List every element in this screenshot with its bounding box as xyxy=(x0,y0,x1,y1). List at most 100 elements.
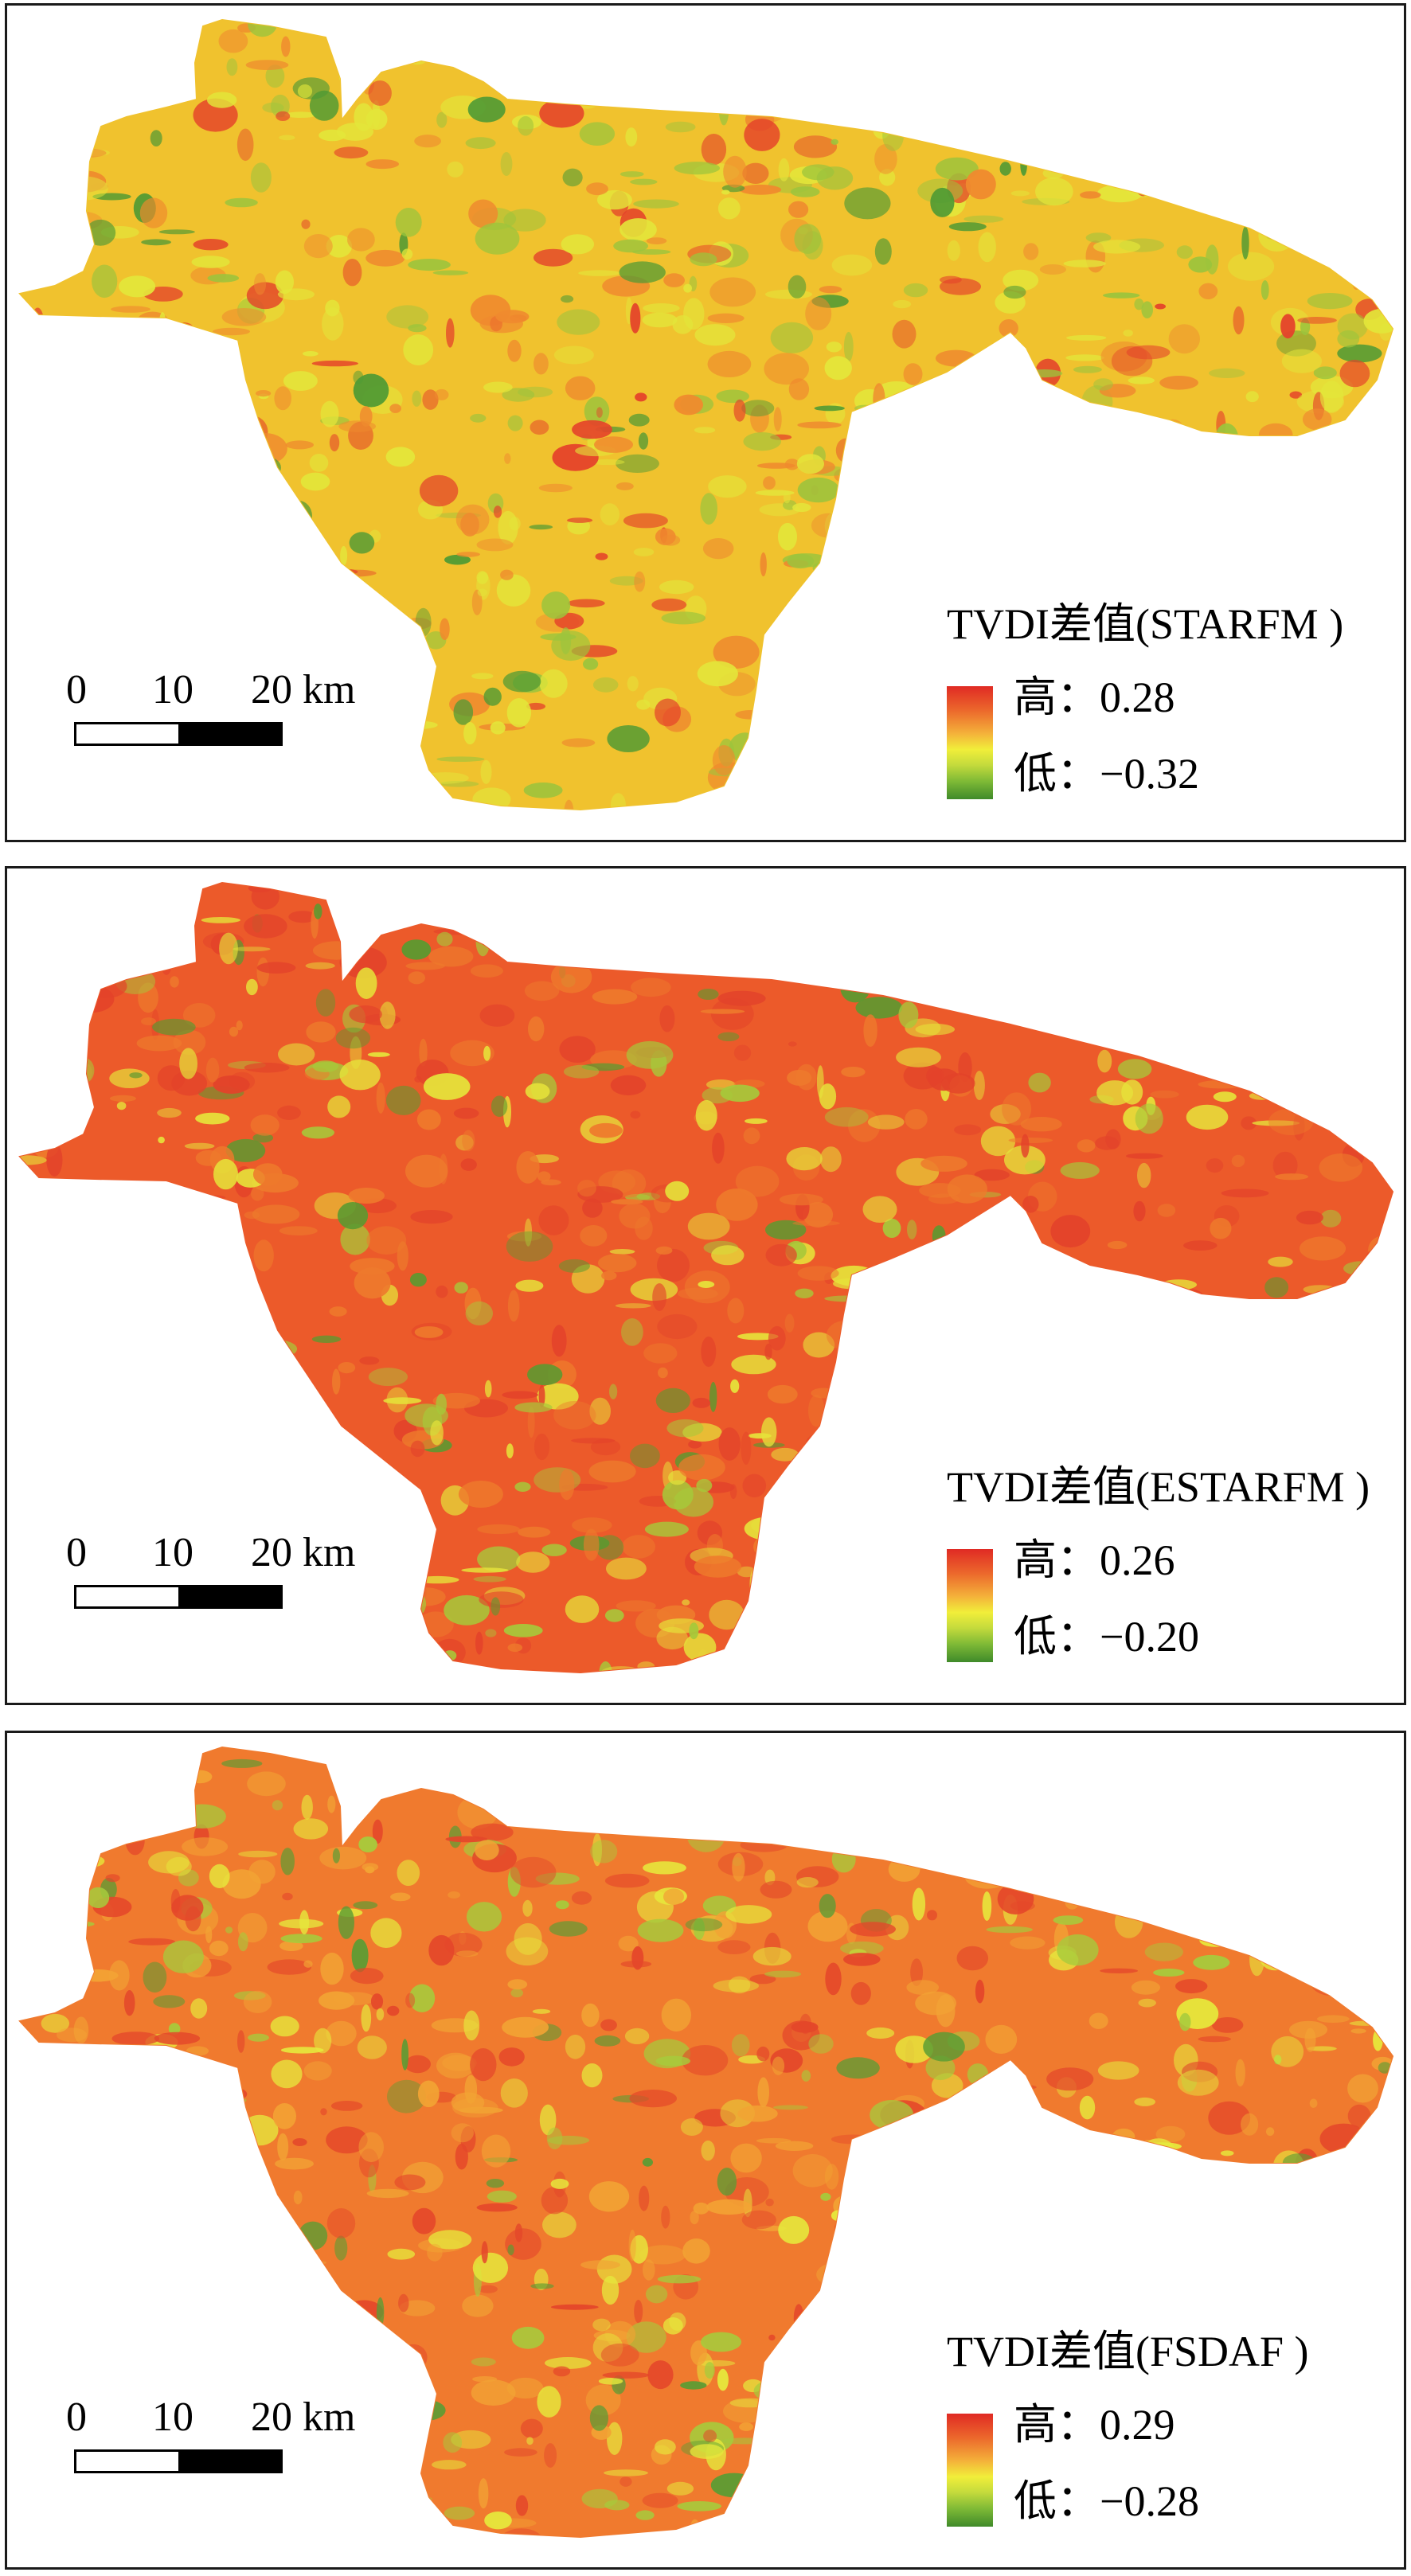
raster-patch xyxy=(1262,490,1281,499)
raster-patch xyxy=(1168,2153,1186,2172)
raster-patch xyxy=(1358,890,1384,913)
raster-patch xyxy=(861,1560,904,1590)
raster-patch xyxy=(1002,1747,1010,1752)
raster-patch xyxy=(342,259,362,287)
raster-patch xyxy=(771,1447,799,1462)
raster-patch xyxy=(493,505,502,518)
raster-patch xyxy=(616,84,627,103)
raster-patch xyxy=(252,1133,274,1143)
raster-patch xyxy=(814,405,845,412)
raster-patch xyxy=(1379,1831,1393,1843)
raster-patch xyxy=(293,1654,332,1665)
raster-patch xyxy=(472,2376,498,2383)
raster-patch xyxy=(303,1960,313,1968)
raster-patch xyxy=(1174,1289,1206,1315)
raster-patch xyxy=(561,234,595,255)
raster-patch xyxy=(1027,1818,1065,1840)
raster-patch xyxy=(623,513,668,529)
raster-patch xyxy=(558,1259,591,1273)
raster-patch xyxy=(303,234,333,259)
raster-patch xyxy=(73,474,115,487)
raster-patch xyxy=(616,1600,656,1612)
raster-patch xyxy=(1150,1090,1179,1099)
raster-patch xyxy=(803,1202,834,1228)
raster-patch xyxy=(840,974,870,1003)
raster-patch xyxy=(207,2145,230,2176)
raster-patch xyxy=(301,219,311,229)
raster-patch xyxy=(904,476,920,486)
raster-patch xyxy=(268,2367,285,2397)
raster-patch xyxy=(534,353,549,375)
raster-patch xyxy=(514,1402,553,1413)
raster-patch xyxy=(1240,175,1276,183)
raster-patch xyxy=(1343,1063,1380,1078)
raster-patch xyxy=(168,2023,181,2035)
raster-patch xyxy=(1112,1823,1128,1852)
raster-patch xyxy=(78,973,126,979)
raster-patch xyxy=(1365,275,1393,294)
raster-patch xyxy=(622,1535,655,1559)
raster-patch xyxy=(276,111,291,121)
raster-patch xyxy=(959,1366,992,1392)
raster-patch xyxy=(353,370,364,384)
raster-patch xyxy=(428,2230,472,2250)
raster-patch xyxy=(46,1413,82,1440)
raster-patch xyxy=(190,361,213,393)
raster-patch xyxy=(390,1892,411,1902)
raster-patch xyxy=(337,623,345,655)
raster-patch xyxy=(275,2157,314,2170)
raster-patch xyxy=(1297,1294,1335,1318)
raster-patch xyxy=(498,2528,545,2537)
raster-patch xyxy=(793,135,838,158)
raster-patch xyxy=(800,2384,830,2399)
raster-patch xyxy=(403,334,434,365)
raster-patch xyxy=(368,80,392,106)
raster-patch xyxy=(52,2071,85,2087)
raster-patch xyxy=(1276,2203,1285,2208)
raster-patch xyxy=(354,103,374,131)
raster-patch xyxy=(1008,1138,1053,1143)
raster-patch xyxy=(297,84,313,99)
raster-patch xyxy=(64,486,84,501)
raster-patch xyxy=(928,1619,946,1626)
raster-patch xyxy=(1045,119,1081,139)
raster-patch xyxy=(1378,1430,1393,1438)
raster-patch xyxy=(20,1063,48,1083)
raster-patch xyxy=(928,969,937,980)
raster-patch xyxy=(31,999,57,1005)
raster-patch xyxy=(141,1017,156,1025)
raster-patch xyxy=(130,960,172,971)
raster-patch xyxy=(1265,2127,1275,2137)
raster-patch xyxy=(901,1385,920,1416)
raster-patch xyxy=(1348,2195,1356,2206)
raster-patch xyxy=(897,1747,927,1752)
raster-patch xyxy=(924,642,940,669)
raster-patch xyxy=(1377,42,1386,53)
raster-patch xyxy=(930,513,943,523)
raster-patch xyxy=(790,1523,799,1553)
raster-patch xyxy=(252,1204,300,1224)
raster-patch xyxy=(42,1662,61,1672)
raster-patch xyxy=(506,698,532,728)
raster-patch xyxy=(444,2506,475,2520)
legend-low-row: 低：−0.20 xyxy=(1014,1611,1199,1662)
raster-patch xyxy=(240,2114,279,2146)
raster-patch xyxy=(347,228,375,252)
raster-patch xyxy=(834,20,869,25)
raster-patch xyxy=(63,77,84,96)
raster-patch xyxy=(631,1946,644,1970)
raster-patch xyxy=(568,599,605,608)
raster-patch xyxy=(1085,933,1098,941)
raster-patch xyxy=(537,1171,551,1182)
raster-patch xyxy=(92,1290,116,1298)
raster-patch xyxy=(87,1887,110,1908)
raster-patch xyxy=(475,222,520,255)
raster-patch xyxy=(1310,1967,1354,1996)
raster-patch xyxy=(918,1345,940,1352)
raster-patch xyxy=(125,1450,154,1480)
raster-patch xyxy=(483,1766,530,1774)
raster-patch xyxy=(256,390,272,397)
raster-patch xyxy=(907,1220,917,1239)
raster-patch xyxy=(1177,2069,1219,2096)
raster-patch xyxy=(1233,306,1245,335)
